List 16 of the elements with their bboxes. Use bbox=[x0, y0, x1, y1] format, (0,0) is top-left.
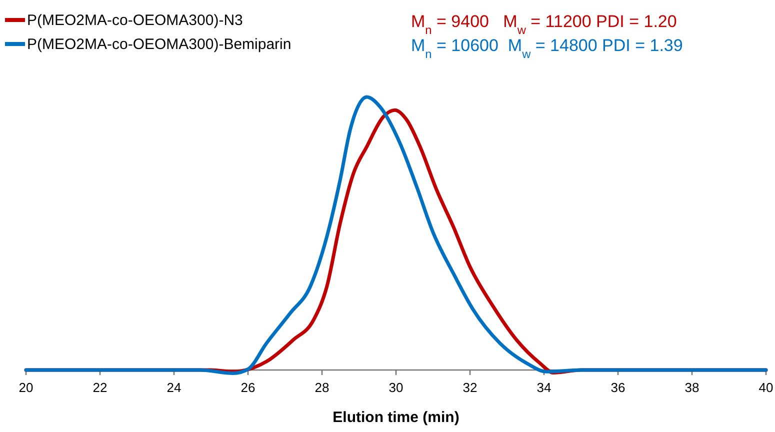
text: M$_{n}$ = 10600 M$_{w}$ = 14800 PDI = 1.39 bbox=[411, 36, 683, 61]
legend-label: P(MEO2MA-co-OEOMA300)-Bemiparin bbox=[27, 36, 292, 53]
x-tick-label: 20 bbox=[18, 380, 34, 395]
x-tick-label: 38 bbox=[684, 380, 700, 395]
x-axis-title: Elution time (min) bbox=[332, 409, 460, 426]
x-tick-label: 22 bbox=[92, 380, 108, 395]
x-tick-label: 34 bbox=[536, 380, 552, 395]
legend-label: P(MEO2MA-co-OEOMA300)-N3 bbox=[27, 12, 243, 29]
x-tick-label: 40 bbox=[758, 380, 774, 395]
x-tick-label: 32 bbox=[462, 380, 478, 395]
x-tick-label: 28 bbox=[314, 380, 330, 395]
x-tick-label: 30 bbox=[388, 380, 404, 395]
x-tick-label: 24 bbox=[166, 380, 182, 395]
x-tick-label: 36 bbox=[610, 380, 626, 395]
x-tick-label: 26 bbox=[240, 380, 256, 395]
text: M$_{n}$ = 9400 M$_{w}$ = 11200 PDI = 1.20 bbox=[411, 12, 677, 37]
